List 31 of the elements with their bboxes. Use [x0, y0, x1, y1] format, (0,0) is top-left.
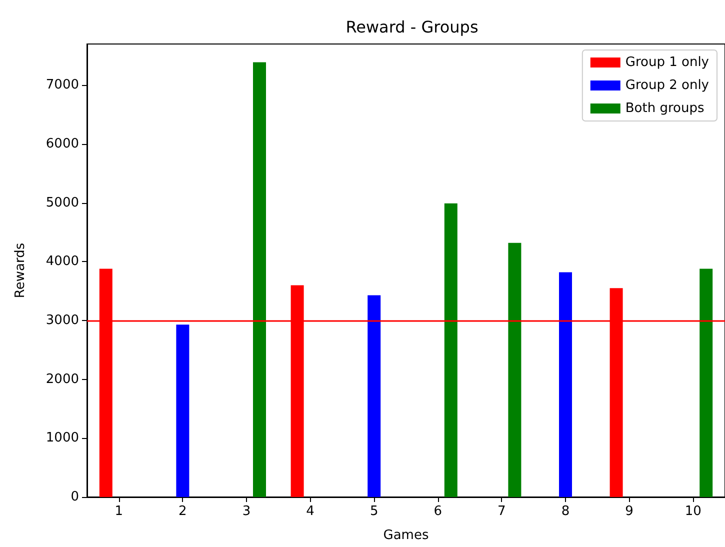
bar — [444, 203, 458, 497]
x-tick-label: 8 — [561, 504, 570, 519]
x-tick-label: 5 — [370, 504, 378, 519]
x-tick-label: 9 — [625, 504, 634, 519]
x-tick-label: 1 — [114, 504, 124, 519]
y-tick-label: 4000 — [46, 254, 79, 270]
legend-label: Both groups — [625, 101, 704, 116]
x-tick-label: 10 — [684, 504, 702, 519]
x-tick-label: 7 — [498, 504, 506, 519]
y-axis-title: Rewards — [13, 242, 28, 298]
legend-label: Group 2 only — [625, 78, 710, 93]
y-tick-label: 2000 — [46, 372, 79, 387]
bar — [508, 242, 522, 497]
bar — [368, 295, 381, 497]
bar — [700, 268, 713, 497]
bar — [559, 272, 572, 497]
bar — [176, 324, 190, 497]
x-tick-label: 2 — [178, 504, 187, 519]
y-tick-label: 0 — [70, 490, 79, 504]
chart-title: Reward - Groups — [346, 18, 478, 36]
y-tick-label: 7000 — [46, 78, 79, 93]
y-tick-label: 1000 — [46, 430, 79, 446]
x-tick-label: 6 — [434, 504, 442, 519]
bar — [253, 62, 266, 497]
x-tick-label: 4 — [306, 504, 314, 519]
y-tick-label: 5000 — [46, 195, 79, 210]
y-tick-label: 6000 — [46, 136, 79, 152]
x-axis-title: Games — [383, 528, 429, 543]
legend-label: Group 1 only — [625, 55, 710, 70]
x-tick-label: 3 — [242, 504, 251, 519]
y-tick-label: 3000 — [46, 313, 79, 328]
